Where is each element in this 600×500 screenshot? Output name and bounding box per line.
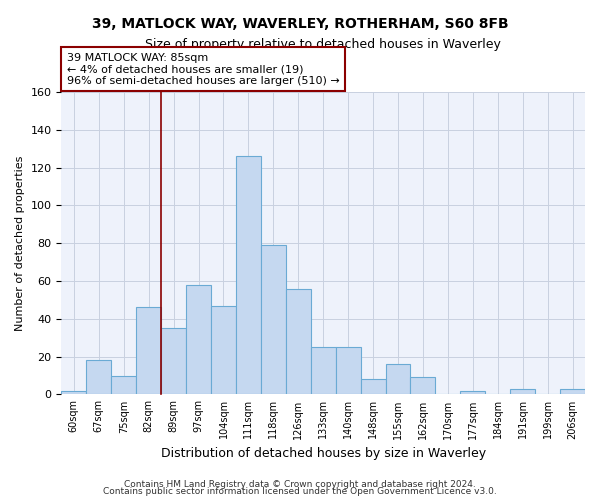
Bar [236,156,261,394]
Bar [61,390,86,394]
Bar [361,380,386,394]
Bar [186,285,211,395]
X-axis label: Distribution of detached houses by size in Waverley: Distribution of detached houses by size … [161,447,486,460]
Bar [86,360,111,394]
Bar [335,347,361,395]
Bar [311,347,335,395]
Bar [510,389,535,394]
Bar [410,378,436,394]
Bar [111,376,136,394]
Text: 39, MATLOCK WAY, WAVERLEY, ROTHERHAM, S60 8FB: 39, MATLOCK WAY, WAVERLEY, ROTHERHAM, S6… [92,18,508,32]
Bar [261,245,286,394]
Bar [560,389,585,394]
Title: Size of property relative to detached houses in Waverley: Size of property relative to detached ho… [145,38,501,51]
Bar [136,308,161,394]
Text: 39 MATLOCK WAY: 85sqm
← 4% of detached houses are smaller (19)
96% of semi-detac: 39 MATLOCK WAY: 85sqm ← 4% of detached h… [67,52,340,86]
Text: Contains HM Land Registry data © Crown copyright and database right 2024.: Contains HM Land Registry data © Crown c… [124,480,476,489]
Text: Contains public sector information licensed under the Open Government Licence v3: Contains public sector information licen… [103,487,497,496]
Bar [211,306,236,394]
Bar [460,390,485,394]
Bar [161,328,186,394]
Bar [286,288,311,395]
Y-axis label: Number of detached properties: Number of detached properties [15,156,25,331]
Bar [386,364,410,394]
